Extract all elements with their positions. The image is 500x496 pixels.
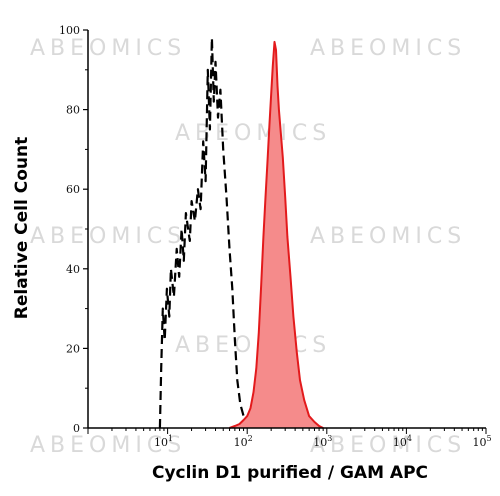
watermark-text: ABEOMICS <box>310 433 466 458</box>
x-tick-label: 102 <box>234 434 253 449</box>
series-fill <box>229 41 324 429</box>
y-tick-label: 100 <box>59 24 80 37</box>
series-line-dashed <box>158 36 252 429</box>
y-tick-label: 40 <box>66 263 80 276</box>
x-axis-title: Cyclin D1 purified / GAM APC <box>152 463 428 483</box>
watermark-text: ABEOMICS <box>30 224 186 249</box>
watermark-layer: ABEOMICS ABEOMICS ABEOMICS ABEOMICS ABEOMICS… <box>30 36 466 458</box>
y-tick-label: 80 <box>66 104 80 117</box>
axes-layer: 0 20 40 60 80 100 101 102 103 104 105 <box>59 24 492 449</box>
watermark-text: ABEOMICS <box>30 36 186 61</box>
y-axis-title: Relative Cell Count <box>12 137 32 319</box>
x-tick-label: 103 <box>313 434 332 449</box>
y-tick-label: 0 <box>73 422 80 435</box>
watermark-text: ABEOMICS <box>175 121 331 146</box>
watermark-text: ABEOMICS <box>30 433 186 458</box>
series-layer <box>158 36 324 429</box>
y-tick-label: 20 <box>66 342 80 355</box>
watermark-text: ABEOMICS <box>310 36 466 61</box>
y-tick-label: 60 <box>66 183 80 196</box>
watermark-text: ABEOMICS <box>175 333 331 358</box>
x-tick-label: 104 <box>393 434 412 449</box>
series-line <box>229 40 324 429</box>
watermark-text: ABEOMICS <box>310 224 466 249</box>
x-tick-label: 101 <box>154 434 173 449</box>
x-tick-label: 105 <box>472 434 491 449</box>
